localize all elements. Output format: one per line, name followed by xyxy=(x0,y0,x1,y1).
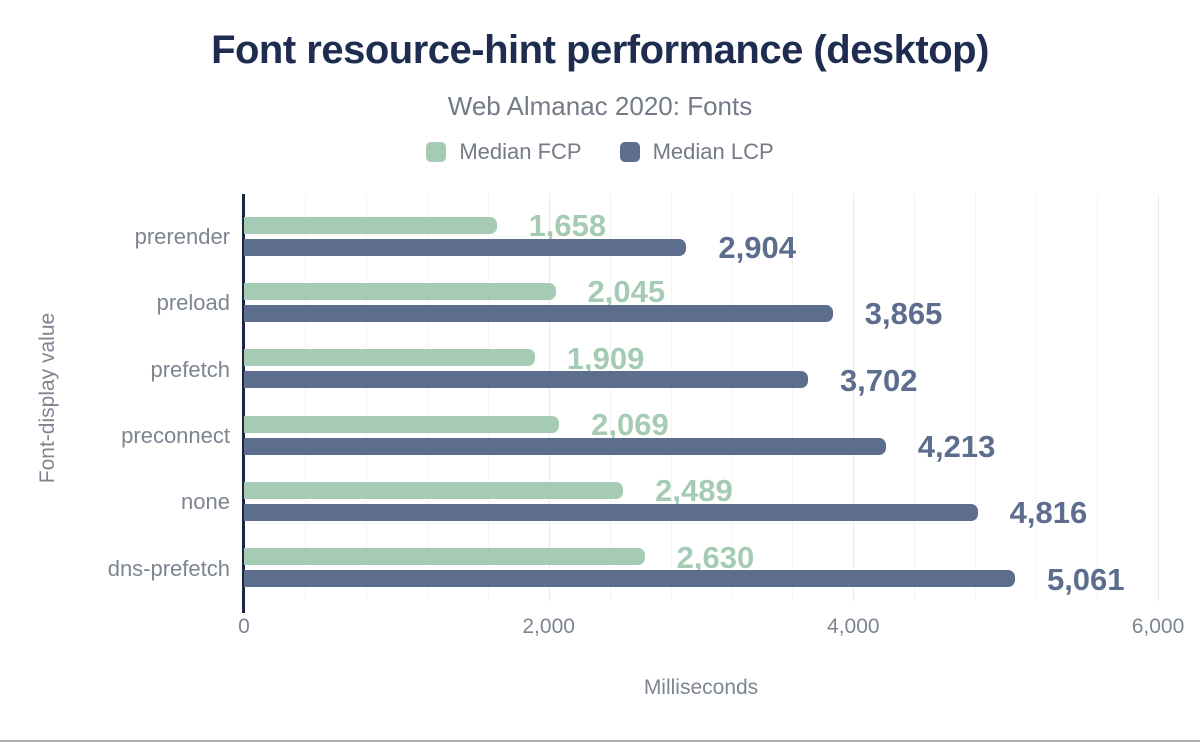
chart-subtitle: Web Almanac 2020: Fonts xyxy=(447,91,753,121)
bar-median-fcp xyxy=(244,481,624,499)
bar-median-fcp xyxy=(244,282,556,300)
x-tick-label: 6,000 xyxy=(1131,615,1185,638)
gridline-minor xyxy=(1097,194,1099,601)
bar-median-fcp xyxy=(244,349,535,367)
value-label-median-fcp: 2,045 xyxy=(587,274,666,310)
value-label-median-fcp: 2,630 xyxy=(676,539,755,575)
x-axis-title: Milliseconds xyxy=(643,676,759,699)
bar-median-lcp xyxy=(244,304,833,322)
gridline-major xyxy=(548,194,550,601)
gridline-minor xyxy=(731,194,733,601)
bar-median-lcp xyxy=(244,570,1015,588)
legend-label: Median FCP xyxy=(459,139,582,164)
category-label: prerender xyxy=(134,224,230,249)
legend-item-median-lcp: Median LCP xyxy=(619,139,774,165)
value-label-median-fcp: 2,489 xyxy=(655,473,733,509)
value-label-median-fcp: 1,909 xyxy=(566,340,645,376)
plot-area: 1,658 2,904 2,045 3,865 1,909 3,702 2,069 4,213… xyxy=(242,194,1159,613)
value-label-median-lcp: 3,702 xyxy=(839,362,918,398)
gridline-minor xyxy=(487,194,489,601)
legend-swatch-icon xyxy=(426,142,447,162)
bar-median-fcp xyxy=(244,216,497,234)
category-label: prefetch xyxy=(150,356,231,382)
category-label: dns-prefetch xyxy=(107,555,230,581)
category-label: none xyxy=(181,489,230,515)
x-tick-label: 2,000 xyxy=(522,615,575,638)
gridline-major xyxy=(1158,194,1159,601)
y-axis-title: Font-display value xyxy=(36,312,59,484)
gridline-minor xyxy=(1036,194,1038,601)
value-label-median-lcp: 4,213 xyxy=(917,429,996,464)
gridline-minor xyxy=(670,194,672,601)
gridline-minor xyxy=(426,194,428,601)
legend: Median FCP Median LCP xyxy=(0,139,1200,165)
bar-median-lcp xyxy=(244,238,687,256)
value-label-median-lcp: 4,816 xyxy=(1009,495,1088,531)
y-axis-line xyxy=(242,194,245,613)
gridline-minor xyxy=(304,194,306,601)
value-label-median-lcp: 2,904 xyxy=(718,230,796,265)
gridline-minor xyxy=(975,194,977,601)
x-tick-label: 4,000 xyxy=(827,615,880,638)
bar-median-lcp xyxy=(244,503,978,521)
gridline-minor xyxy=(609,194,611,601)
legend-swatch-icon xyxy=(619,142,640,162)
bar-median-lcp xyxy=(244,371,808,389)
value-label-median-fcp: 2,069 xyxy=(591,407,669,442)
value-label-median-fcp: 1,658 xyxy=(528,208,607,243)
value-label-median-lcp: 3,865 xyxy=(864,296,943,332)
chart-title: Font resource-hint performance (desktop) xyxy=(211,28,989,72)
gridline-minor xyxy=(914,194,916,601)
legend-label: Median LCP xyxy=(652,139,774,164)
gridline-minor xyxy=(365,194,367,601)
legend-item-median-fcp: Median FCP xyxy=(426,139,582,165)
bar-median-fcp xyxy=(244,548,645,566)
gridline-minor xyxy=(792,194,794,601)
gridline-major xyxy=(853,194,855,601)
x-tick-label: 0 xyxy=(238,615,250,638)
category-label: preload xyxy=(156,290,230,316)
frame-bottom-border xyxy=(0,740,1200,742)
bar-median-fcp xyxy=(244,415,560,433)
value-label-median-lcp: 5,061 xyxy=(1046,561,1125,597)
bar-median-lcp xyxy=(244,437,886,455)
category-label: preconnect xyxy=(121,423,230,448)
